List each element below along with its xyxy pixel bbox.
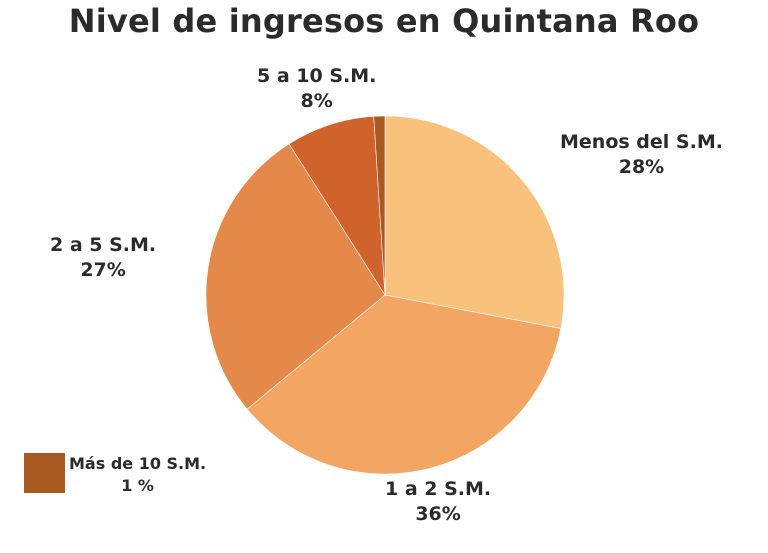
label-1-a-2-sm-name: 1 a 2 S.M. [385, 478, 492, 500]
legend: Más de 10 S.M. 1 % [24, 453, 206, 497]
label-5-a-10-sm-value: 8% [300, 90, 333, 112]
label-2-a-5-sm: 2 a 5 S.M. 27% [50, 233, 156, 283]
pie-slice-1-a-2-s-m [246, 294, 562, 475]
label-menos-del-sm: Menos del S.M. 28% [560, 130, 723, 180]
legend-swatch [24, 453, 65, 493]
pie-slice-m-s-de-10-s-m [373, 115, 386, 296]
label-2-a-5-sm-value: 27% [80, 259, 126, 281]
chart-title: Nivel de ingresos en Quintana Roo [68, 2, 700, 40]
label-5-a-10-sm: 5 a 10 S.M. 8% [257, 64, 376, 114]
label-1-a-2-sm-value: 36% [415, 503, 461, 525]
label-2-a-5-sm-name: 2 a 5 S.M. [50, 234, 157, 256]
label-1-a-2-sm: 1 a 2 S.M. 36% [385, 477, 491, 527]
label-menos-del-sm-name: Menos del S.M. [560, 131, 723, 153]
pie-slice-5-a-10-s-m [288, 116, 386, 296]
label-5-a-10-sm-name: 5 a 10 S.M. [257, 65, 377, 87]
legend-label: Más de 10 S.M. [69, 454, 207, 473]
pie-slice-menos-del-s-m [384, 115, 565, 329]
legend-value: 1 % [121, 476, 154, 495]
legend-text: Más de 10 S.M. 1 % [69, 453, 206, 497]
label-menos-del-sm-value: 28% [618, 156, 665, 178]
pie-slice-2-a-5-s-m [205, 143, 386, 410]
